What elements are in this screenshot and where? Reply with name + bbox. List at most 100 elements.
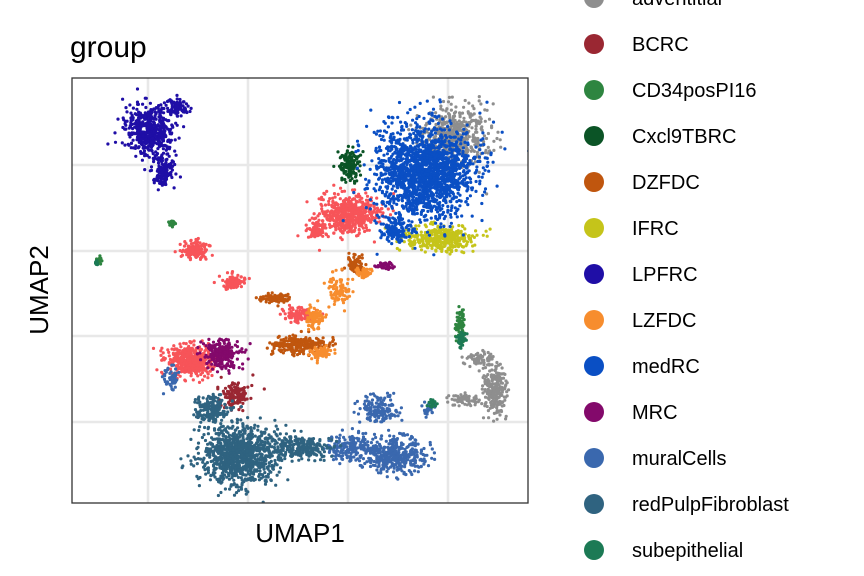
- data-point: [313, 353, 317, 357]
- data-point: [332, 206, 336, 210]
- data-point: [284, 423, 288, 427]
- data-point: [315, 308, 320, 312]
- data-point: [295, 311, 299, 315]
- data-point: [413, 438, 417, 442]
- data-point: [388, 266, 392, 270]
- data-point: [331, 338, 335, 342]
- data-point: [210, 253, 214, 257]
- data-point: [372, 210, 376, 214]
- data-point: [375, 454, 379, 459]
- data-point: [281, 309, 286, 313]
- data-point: [367, 228, 371, 232]
- data-point: [233, 468, 238, 472]
- data-point: [163, 369, 167, 373]
- data-point: [178, 97, 182, 102]
- data-point: [286, 342, 290, 346]
- data-point: [240, 350, 244, 354]
- data-point: [208, 478, 212, 482]
- data-point: [167, 138, 171, 142]
- data-point: [419, 449, 424, 453]
- data-point: [460, 328, 464, 332]
- data-point: [138, 111, 142, 115]
- data-point: [327, 450, 331, 454]
- data-point: [239, 487, 244, 491]
- data-point: [178, 242, 182, 246]
- data-point: [127, 132, 131, 137]
- data-point: [227, 371, 231, 375]
- data-point: [155, 174, 160, 178]
- data-point: [163, 175, 167, 179]
- data-point: [403, 465, 407, 469]
- data-point: [268, 294, 272, 298]
- data-point: [457, 305, 461, 309]
- data-point: [374, 401, 378, 405]
- data-point: [372, 240, 376, 244]
- data-point: [387, 403, 391, 407]
- data-point: [398, 411, 402, 415]
- data-point: [416, 442, 420, 446]
- data-point: [210, 362, 214, 366]
- data-point: [383, 396, 387, 400]
- data-point: [137, 135, 141, 139]
- data-point: [201, 342, 206, 346]
- data-point: [243, 446, 247, 450]
- data-point: [316, 327, 320, 331]
- data-point: [361, 435, 366, 439]
- data-point: [198, 425, 202, 429]
- data-point: [305, 320, 309, 324]
- data-point: [373, 446, 377, 450]
- data-point: [239, 418, 243, 422]
- data-point: [360, 256, 364, 260]
- data-point: [219, 490, 223, 495]
- data-point: [246, 357, 250, 361]
- data-point: [353, 206, 358, 210]
- data-point: [261, 295, 265, 299]
- data-point: [248, 342, 252, 346]
- data-point: [136, 102, 140, 106]
- data-point: [212, 471, 216, 475]
- data-point: [271, 299, 275, 303]
- data-point: [164, 163, 168, 167]
- data-point: [141, 123, 145, 128]
- data-point: [356, 233, 360, 237]
- data-point: [228, 487, 232, 491]
- data-point: [413, 461, 417, 465]
- data-point: [201, 378, 205, 382]
- data-point: [207, 337, 211, 341]
- data-point: [426, 464, 431, 468]
- data-point: [312, 226, 316, 230]
- data-point: [172, 186, 176, 190]
- data-point: [350, 225, 354, 229]
- data-point: [152, 177, 156, 181]
- data-point: [237, 390, 241, 394]
- data-point: [404, 450, 408, 454]
- data-point: [225, 271, 230, 275]
- data-point: [358, 407, 362, 411]
- data-point: [183, 347, 187, 351]
- data-point: [229, 386, 234, 391]
- data-point: [309, 235, 313, 239]
- data-point: [316, 299, 320, 303]
- chart-title: group: [70, 31, 147, 64]
- data-point: [360, 275, 364, 280]
- data-point: [182, 361, 186, 365]
- data-point: [311, 228, 316, 233]
- data-point: [253, 423, 257, 427]
- data-point: [283, 348, 287, 352]
- data-point: [181, 110, 185, 114]
- data-point: [368, 392, 373, 396]
- data-point: [242, 280, 246, 284]
- data-point: [208, 346, 212, 351]
- data-point: [164, 148, 168, 152]
- data-point: [223, 487, 227, 491]
- data-point: [344, 203, 348, 207]
- data-point: [284, 294, 288, 298]
- data-point: [167, 350, 171, 354]
- data-point: [261, 475, 265, 479]
- data-point: [289, 348, 293, 352]
- data-point: [228, 403, 232, 407]
- data-point: [413, 469, 417, 473]
- data-point: [167, 119, 171, 123]
- data-point: [339, 236, 343, 240]
